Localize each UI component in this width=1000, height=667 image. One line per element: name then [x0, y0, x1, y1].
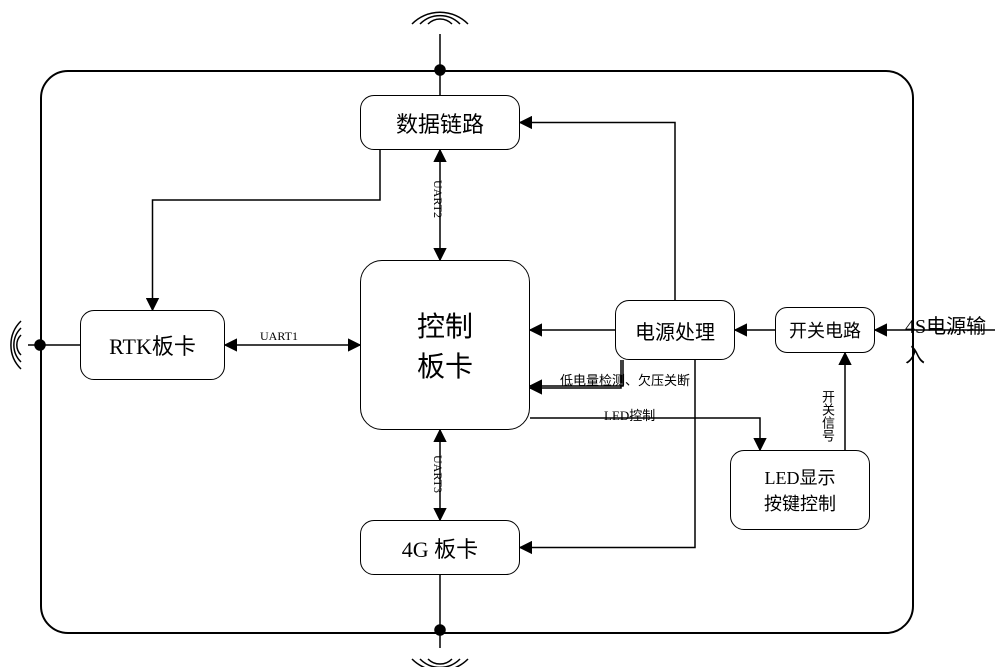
node-4g-board: 4G 板卡: [360, 520, 520, 575]
node-rtk-board: RTK板卡: [80, 310, 225, 380]
edge-label-switch-signal: 开关信号: [818, 390, 837, 442]
edge-label-lowbatt: 低电量检测、欠压关断: [560, 370, 690, 389]
edge-label-uart1: UART1: [260, 329, 298, 344]
diagram-stage: 数据链路 控制 板卡 RTK板卡 4G 板卡 电源处理 开关电路 LED显示 按…: [0, 0, 1000, 667]
node-switch-circuit: 开关电路: [775, 307, 875, 353]
node-power-processing: 电源处理: [615, 300, 735, 360]
node-label: 开关电路: [789, 317, 861, 343]
edge-label-uart3: UART3: [430, 455, 445, 493]
edge-label-uart2: UART2: [430, 180, 445, 218]
node-label: RTK板卡: [109, 329, 196, 361]
node-led-display: LED显示 按键控制: [730, 450, 870, 530]
node-label: 控制 板卡: [417, 305, 473, 385]
node-label: LED显示 按键控制: [764, 464, 836, 516]
node-label: 电源处理: [635, 316, 715, 345]
label-power-input: 4S电源输入: [905, 310, 1000, 368]
node-data-link: 数据链路: [360, 95, 520, 150]
node-label: 4G 板卡: [402, 532, 478, 564]
node-label: 数据链路: [396, 107, 484, 139]
edge-label-ledctrl: LED控制: [604, 405, 655, 424]
node-control-board: 控制 板卡: [360, 260, 530, 430]
